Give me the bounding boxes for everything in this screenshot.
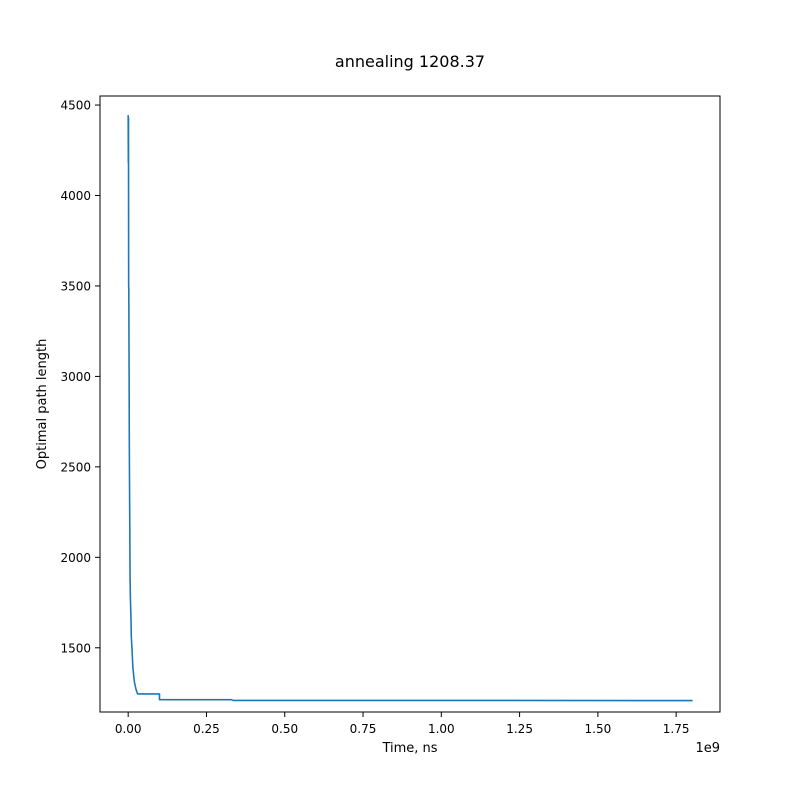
axes-frame	[99, 95, 721, 713]
x-tick-label: 0.25	[193, 722, 220, 736]
y-tick-label: 3000	[60, 370, 91, 384]
x-tick-label: 1.00	[428, 722, 455, 736]
x-tick-label: 0.50	[271, 722, 298, 736]
y-tick-label: 1500	[60, 641, 91, 655]
y-tick-label: 4000	[60, 189, 91, 203]
x-axis-label: Time, ns	[381, 741, 437, 756]
plot-area	[127, 115, 693, 702]
x-tick-label: 0.75	[350, 722, 377, 736]
y-tick-label: 3500	[60, 279, 91, 293]
x-axis-offset-text: 1e9	[695, 741, 720, 756]
y-axis-label: Optimal path length	[35, 339, 50, 470]
x-tick-label: 1.50	[585, 722, 612, 736]
x-tick-label: 1.25	[506, 722, 533, 736]
y-tick-label: 2500	[60, 460, 91, 474]
x-tick-label: 1.75	[663, 722, 690, 736]
chart-title: annealing 1208.37	[335, 52, 485, 71]
x-tick-label: 0.00	[115, 722, 142, 736]
axes: 0.00 0.25 0.50 0.75 1.00 1.25 1.50 1.75 1500 2000…	[60, 95, 721, 736]
series-line-0	[127, 115, 693, 702]
y-tick-label: 2000	[60, 551, 91, 565]
y-tick-label: 4500	[60, 99, 91, 113]
